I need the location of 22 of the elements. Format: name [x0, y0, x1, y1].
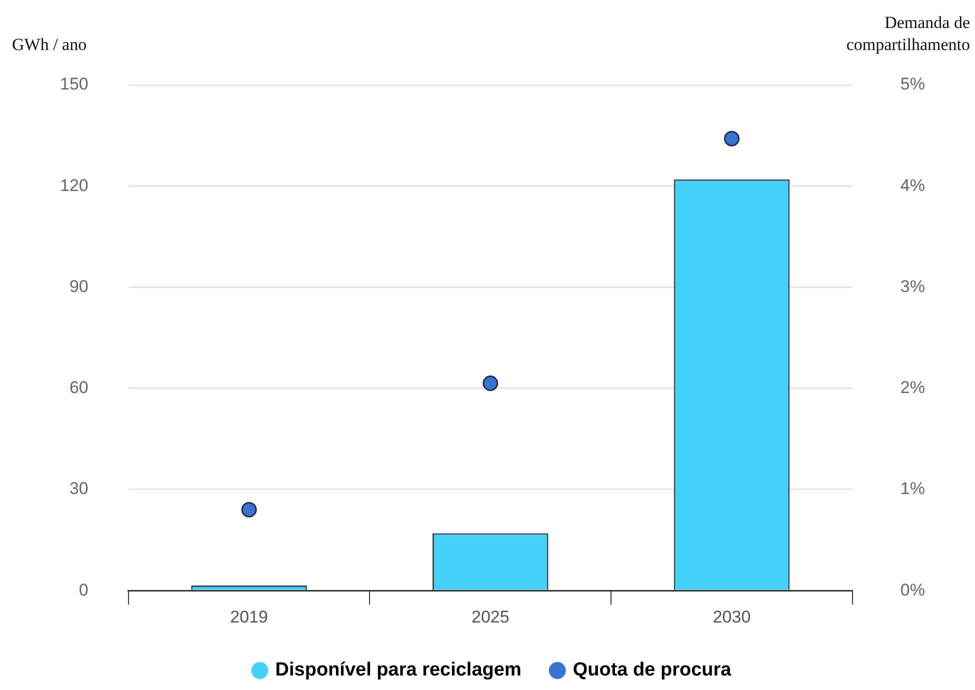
point [724, 130, 740, 146]
y-tick-label: 0 [78, 580, 88, 600]
y2-axis-title: Demanda de compartilhamento [846, 13, 970, 54]
x-tick-label: 2019 [230, 607, 268, 626]
y2-tick-label: 3% [900, 276, 926, 296]
y2-tick-label: 4% [900, 176, 926, 195]
y2-tick-label: 0% [900, 580, 926, 600]
point [482, 376, 498, 392]
y-tick-label: 90 [69, 276, 88, 296]
legend-label: Quota de procura [572, 660, 732, 681]
x-tick-label: 2030 [712, 607, 751, 626]
x-tick-label: 2025 [471, 607, 510, 626]
legend-label: Disponível para reciclagem [275, 660, 522, 681]
y2-tick-label: 2% [900, 378, 926, 398]
y-tick-label: 120 [60, 176, 88, 195]
y-tick-label: 60 [69, 378, 88, 398]
y2-tick-label: 1% [900, 479, 926, 498]
y2-tick-label: 5% [900, 74, 926, 94]
y-axis-title: GWh / ano [12, 35, 87, 54]
y-tick-label: 150 [60, 74, 88, 94]
y-tick-label: 30 [69, 479, 88, 498]
point [241, 502, 257, 518]
